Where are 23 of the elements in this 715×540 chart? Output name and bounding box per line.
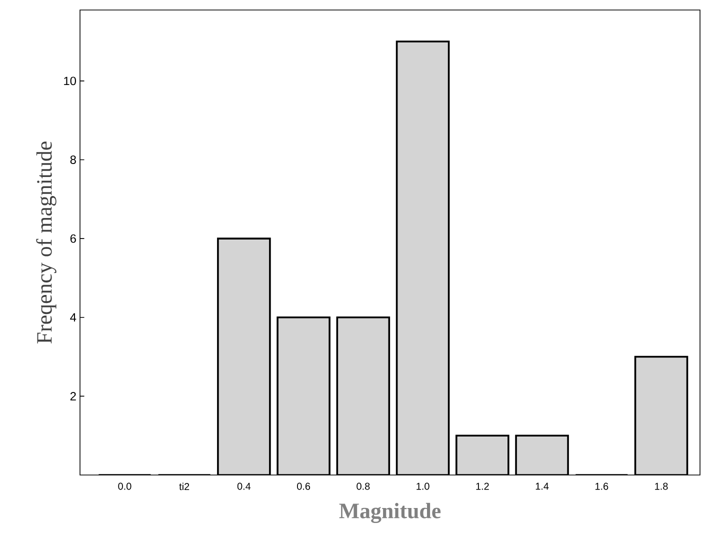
bar [516, 436, 568, 475]
bar [396, 42, 449, 475]
bar [337, 317, 390, 475]
y-tick-label: 2 [70, 392, 76, 400]
x-tick-label: 0.6 [297, 482, 310, 490]
y-tick-label: 10 [64, 76, 76, 86]
x-tick-label: 0.8 [356, 482, 370, 490]
bar [218, 238, 270, 475]
x-tick-label: 0.0 [118, 482, 132, 490]
bar [278, 317, 330, 475]
x-tick-label: 1.4 [536, 482, 549, 490]
x-tick-label: 1.6 [595, 482, 608, 490]
x-tick-label: 1.0 [416, 482, 430, 490]
x-tick-label: ti2 [179, 482, 190, 490]
bar [456, 436, 508, 475]
y-axis-title: Freqency of magnitude [36, 142, 56, 344]
x-tick-label: 0.4 [237, 482, 251, 490]
x-tick-label: 1.2 [476, 482, 489, 490]
y-tick-label: 8 [70, 156, 76, 164]
y-tick-label: 4 [70, 313, 76, 322]
x-axis-title: Magnitude [339, 502, 441, 523]
y-tick-label: 6 [70, 234, 76, 243]
x-tick-label: 1.8 [655, 482, 668, 490]
